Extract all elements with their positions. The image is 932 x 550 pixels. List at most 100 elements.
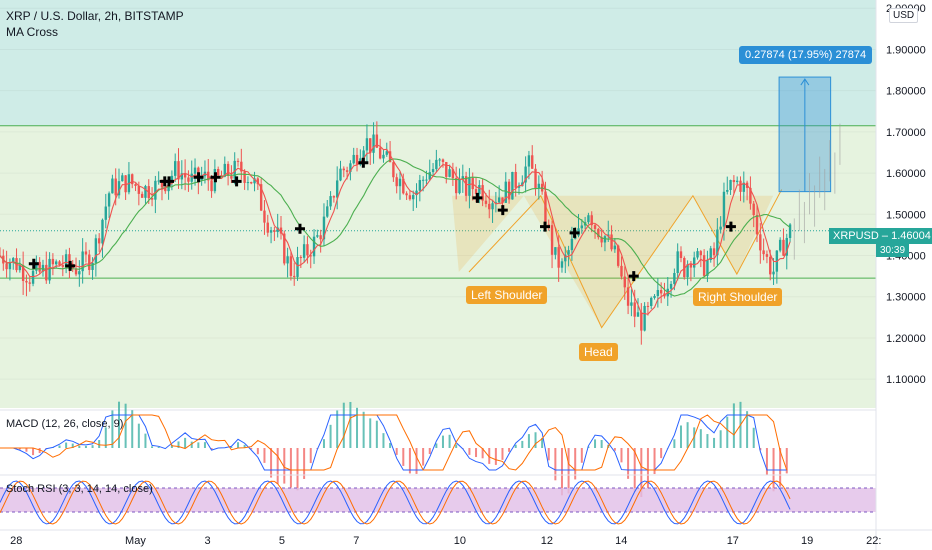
macd-histogram-bar [441,435,444,448]
candle-body [21,265,25,281]
candle-body [683,257,686,278]
macd-histogram-bar [719,430,722,448]
candle-body [157,180,160,182]
candle-body [365,138,369,151]
candle-body [550,225,554,255]
candle-body [88,254,91,270]
macd-histogram-bar [303,448,306,479]
candlesticks[interactable] [0,121,792,345]
currency-button[interactable]: USD [889,8,919,23]
macd-histogram-bar [547,448,550,461]
macd-histogram-bar [660,448,663,459]
candle-body [114,178,117,196]
candle-body [788,224,792,238]
macd-histogram-bar [468,448,471,455]
macd-histogram-bar [124,403,127,448]
price-tick-label: 1.70000 [886,127,926,139]
candle-body [375,134,379,148]
macd-histogram-bar [111,410,114,448]
macd-histogram-bar [488,448,491,464]
candle-body [177,161,180,180]
candle-body [187,177,190,182]
candle-body [319,235,322,240]
candle-body [547,224,550,226]
candle-body [524,166,527,183]
candle-body [216,169,220,176]
candle-body [448,169,451,177]
candle-body [193,167,197,174]
macd-histogram-bar [527,434,530,448]
candle-body [372,134,375,153]
fast-ma-line [0,144,791,315]
candle-body [5,263,8,270]
macd-histogram-bar [276,448,279,484]
left-shoulder-label[interactable]: Left Shoulder [466,286,548,304]
candle-body [603,236,607,243]
candle-body [464,176,468,196]
candle-body [230,175,233,179]
right-shoulder-label[interactable]: Right Shoulder [693,288,783,306]
candle-body [74,268,78,275]
candle-body [392,162,395,178]
measure-label[interactable]: 0.27874 (17.95%) 27874 [739,46,873,64]
macd-histogram-bar [131,410,134,448]
candle-body [94,238,98,263]
candle-body [729,180,732,191]
macd-histogram-bar [177,441,180,448]
macd-histogram-bar [508,448,511,452]
candle-body [302,244,306,258]
candle-body [438,159,441,161]
candle-body [762,250,765,255]
candle-body [597,228,600,238]
candle-body [461,176,465,180]
macd-histogram-bar [104,427,107,448]
time-axis[interactable]: 28 May 3 5 7 10 12 14 17 19 22: [0,529,932,547]
candle-body [613,245,617,250]
price-axis[interactable]: 1.100001.200001.300001.400001.500001.600… [875,0,932,550]
candle-body [35,261,38,271]
macd-histogram-bar [78,445,81,448]
candle-body [428,172,431,180]
candle-body [12,258,15,263]
badge-symbol: XRPUSD [833,230,879,242]
macd-histogram-bar [574,448,577,480]
candle-body [567,250,570,255]
candle-body [656,290,660,296]
candle-body [263,210,266,223]
cross-marker [193,172,204,183]
candle-body [91,262,94,270]
candle-body [610,234,613,250]
head-label[interactable]: Head [579,343,618,361]
candle-body [134,184,137,186]
axis-background [876,0,932,550]
head-area [523,195,693,328]
macd-histogram-bar [554,448,557,481]
candle-body [51,258,55,265]
macd-histogram-bar [375,420,378,448]
macd-histogram-bar [329,424,332,448]
candle-body [669,283,673,289]
candle-body [706,259,709,276]
candle-body [398,178,402,187]
macd-histogram-bar [184,437,187,448]
macd-histogram-bar [38,448,41,454]
candle-body [273,230,276,232]
candle-body [735,180,739,183]
candle-body [312,236,316,257]
candle-body [742,182,745,192]
macd-histogram-bar [237,442,240,448]
macd-histogram-bar [98,440,101,448]
macd-histogram-bar [389,442,392,448]
candle-body [180,173,184,180]
target-projection[interactable] [778,76,841,260]
candle-body [517,186,521,188]
candle-body [494,202,498,204]
candle-body [726,190,729,192]
macd-histogram-bar [679,425,682,448]
candle-body [332,196,336,198]
candle-body [8,262,12,270]
candle-body [425,179,428,181]
candle-body [739,180,742,192]
candle-body [749,187,752,204]
